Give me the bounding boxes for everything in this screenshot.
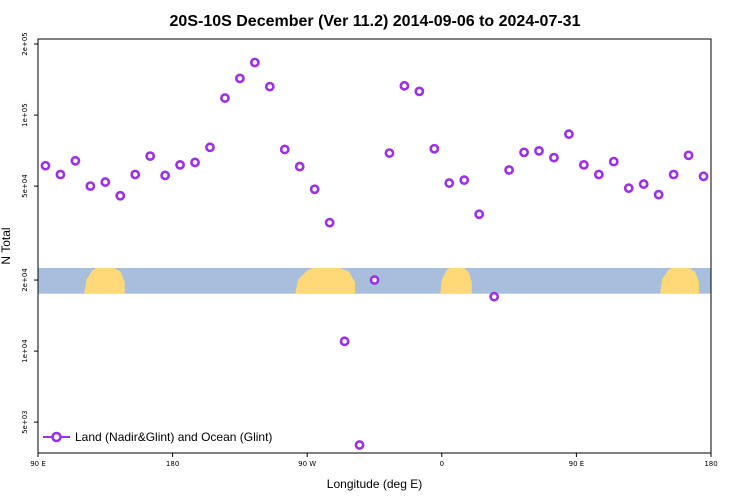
data-points [40,57,709,450]
land-segment-3 [440,267,472,294]
data-point [354,440,365,450]
data-point [459,175,470,186]
y-tick-label: 1e+04 [21,339,29,363]
y-tick-label: 5e+03 [21,410,29,434]
legend-label: Land (Nadir&Glint) and Ocean (Glint) [75,430,272,444]
x-tick-label: 90 E [569,460,585,468]
x-tick-label: 0 [440,460,444,468]
data-point [549,152,559,163]
data-point [534,145,544,156]
data-point [55,169,66,180]
plot-frame [37,38,712,454]
data-point [623,183,634,194]
data-point [399,80,410,91]
data-point [160,170,171,181]
chart-title: 20S-10S December (Ver 11.2) 2014-09-06 t… [170,13,581,30]
land-ocean-band [38,267,711,294]
data-point [414,86,425,97]
data-point [130,169,141,180]
data-point [429,143,440,154]
data-point [474,209,485,220]
data-point [115,190,126,201]
data-point [564,129,574,140]
x-tick-label: 180 [166,460,179,468]
x-axis-label: Longitude (deg E) [327,477,422,491]
data-point [264,81,275,92]
data-point [504,165,514,175]
data-point [653,189,664,200]
y-axis-label: N Total [0,227,13,264]
data-point [220,93,230,103]
data-point [234,73,245,84]
land-segment-1 [84,267,125,294]
data-point [279,144,290,155]
y-axis: 5e+03 1e+04 2e+04 5e+04 1e+05 2e+05 [21,32,38,434]
x-tick-label: 180 [704,460,717,468]
data-point [339,336,350,347]
data-point [40,160,51,171]
y-tick-label: 1e+05 [21,103,29,127]
data-point [100,177,111,187]
y-tick-label: 2e+04 [21,268,29,292]
data-point [698,171,709,182]
data-point [608,156,619,167]
data-point [384,148,395,158]
data-point [249,57,260,68]
data-point [145,151,156,162]
data-point [683,150,694,161]
data-point [309,184,320,195]
data-point [638,179,649,189]
y-tick-label: 2e+05 [21,32,29,56]
data-point [489,291,500,302]
y-tick-label: 5e+04 [21,174,29,198]
data-point [85,181,96,192]
data-point [519,147,529,158]
land-segment-4 [660,267,700,294]
data-point [578,159,589,170]
legend: Land (Nadir&Glint) and Ocean (Glint) [43,430,272,444]
data-point [324,217,335,228]
data-point [593,169,604,180]
data-point [190,157,200,168]
data-point [668,169,679,180]
data-point [70,155,81,166]
data-point [205,142,215,153]
data-point [369,275,380,285]
x-axis: 90 E 180 90 W 0 90 E 180 [30,453,718,468]
legend-marker [51,431,62,443]
land-segment-2 [295,267,356,294]
x-tick-label: 90 W [298,460,316,468]
data-point [444,178,455,188]
data-point [294,161,305,172]
x-tick-label: 90 E [30,460,46,468]
data-point [175,159,185,170]
